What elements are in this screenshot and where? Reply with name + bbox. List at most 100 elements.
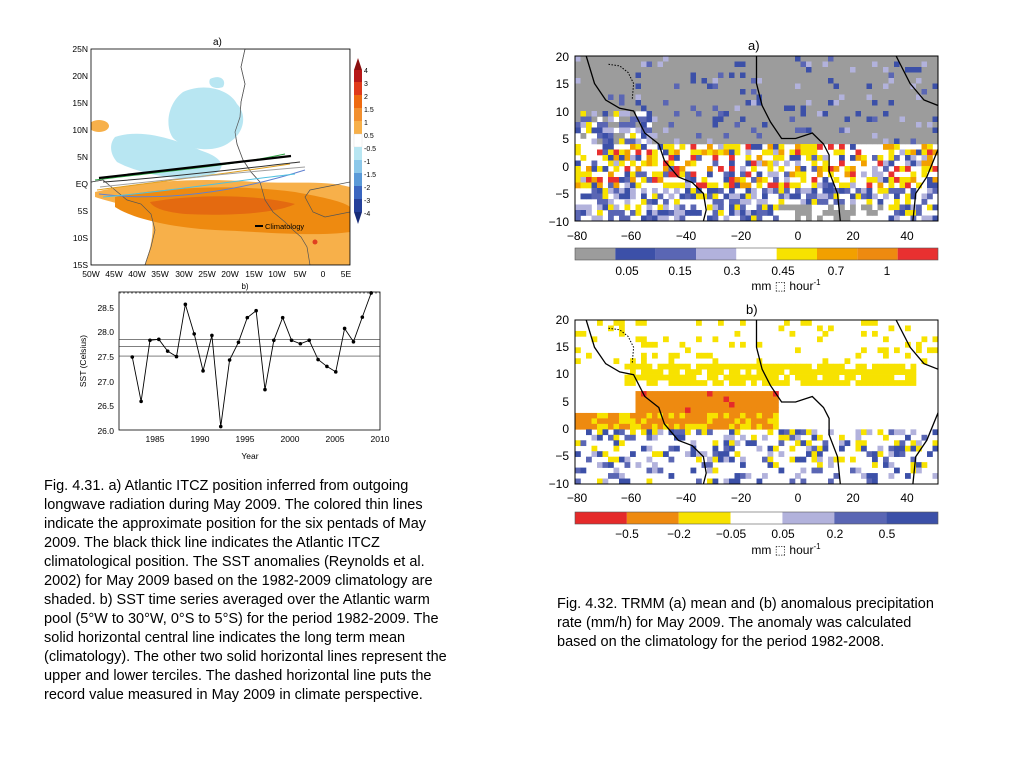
y-tick-labels: 20 15 10 5 0 −5 −10 <box>549 50 570 229</box>
coastline <box>585 320 707 484</box>
colorbar-label: −0.05 <box>716 527 747 541</box>
itcz-sst-map: a) <box>72 37 376 279</box>
sst-data-point <box>272 338 276 343</box>
colorbar-label: 0.15 <box>668 264 692 278</box>
y-tick-label: 26.5 <box>97 401 114 411</box>
sst-data-point <box>325 364 329 369</box>
sst-data-point <box>201 369 205 373</box>
colorbar-swatch <box>655 248 696 260</box>
lat-label: 20N <box>72 71 88 81</box>
sst-data-point <box>148 338 152 343</box>
y-tick-label: 10 <box>556 105 570 119</box>
y-tick-label: 28.5 <box>97 303 114 313</box>
lat-axis-labels: 25N 20N 15N 10N 5N EQ 5S 10S 15S <box>72 44 88 270</box>
trmm-anomaly-map: b) 20 15 10 5 0 −5 −10 −80 −60 −40 −20 0… <box>549 302 939 557</box>
colorbar-swatch <box>782 512 835 524</box>
colorbar-label: 1.5 <box>364 107 374 114</box>
sst-data-point <box>280 315 285 320</box>
sst-data-point <box>210 333 214 338</box>
panel-a-label: a) <box>748 38 760 53</box>
colorbar-tick-labels: 0.05 0.15 0.3 0.45 0.7 1 <box>615 264 890 278</box>
x-tick-label: −80 <box>567 491 588 505</box>
y-tick-label: −5 <box>555 449 569 463</box>
y-tick-label: −10 <box>549 477 570 491</box>
sst-data-point <box>316 357 320 362</box>
x-axis-label: Year <box>241 451 258 461</box>
sst-data-point <box>139 399 143 404</box>
y-tick-label: 15 <box>556 340 570 354</box>
colorbar-label: −0.2 <box>667 527 691 541</box>
sst-data-point <box>192 332 197 336</box>
x-tick-label: 20 <box>846 491 860 505</box>
sst-data-point <box>289 338 294 343</box>
coastline <box>755 320 841 484</box>
sst-data-point <box>360 315 365 319</box>
lon-label: 20W <box>221 269 238 279</box>
sst-data-point <box>174 354 179 359</box>
x-tick-labels: 1985 1990 1995 2000 2005 2010 <box>146 434 390 444</box>
x-tick-labels: −80 −60 −40 −20 0 20 40 <box>567 229 914 243</box>
y-tick-label: 5 <box>562 132 569 146</box>
x-tick-label: 0 <box>795 491 802 505</box>
colorbar-label: 0.45 <box>771 264 795 278</box>
x-tick-label: 1985 <box>146 434 165 444</box>
y-tick-label: 20 <box>556 50 570 64</box>
fig431-panel-b: b) 28.5 28.0 27.5 27.0 26.5 26.0 1985 19… <box>60 278 400 468</box>
colorbar-swatch <box>575 248 616 260</box>
sst-data-point <box>254 308 258 313</box>
colorbar-label: -2 <box>364 185 370 192</box>
y-tick-label: 15 <box>556 77 570 91</box>
sst-data-point <box>245 315 250 320</box>
x-tick-label: 2000 <box>281 434 300 444</box>
colorbar-label: 0.05 <box>615 264 639 278</box>
panel-a-label: a) <box>213 37 222 48</box>
lon-label: 15W <box>245 269 262 279</box>
fig432-panel-a: a) 20 15 10 5 0 −5 −10 −80 −60 −40 −20 0… <box>530 36 950 296</box>
colorbar-tick-labels: −0.5 −0.2 −0.05 0.05 0.2 0.5 <box>615 527 896 541</box>
y-tick-labels: 20 15 10 5 0 −5 −10 <box>549 313 570 491</box>
colorbar-swatch <box>897 248 938 260</box>
colorbar-swatch <box>736 248 777 260</box>
colorbar-swatch <box>730 512 783 524</box>
lon-label: 45W <box>105 269 122 279</box>
trmm-anomaly-colorbar <box>574 511 939 525</box>
lon-label: 35W <box>151 269 168 279</box>
x-tick-label: −60 <box>621 491 642 505</box>
trmm-anomaly-grid <box>575 320 938 484</box>
fig431-caption-text: Fig. 4.31. a) Atlantic ITCZ position inf… <box>44 478 447 703</box>
trmm-mean-grid <box>575 56 938 221</box>
sst-data-point <box>351 339 356 344</box>
y-axis-label: SST (Celsius) <box>78 335 88 387</box>
lat-label: 10S <box>73 233 88 243</box>
lat-label: EQ <box>76 179 89 189</box>
sst-time-series-chart: b) 28.5 28.0 27.5 27.0 26.5 26.0 1985 19… <box>78 282 390 461</box>
x-tick-label: −60 <box>621 229 642 243</box>
colorbar-label: 0.3 <box>724 264 741 278</box>
colorbar-label: 3 <box>364 81 368 88</box>
lon-label: 25W <box>198 269 215 279</box>
fig431-caption: Fig. 4.31. a) Atlantic ITCZ position inf… <box>44 477 449 705</box>
lon-label: 5E <box>341 269 352 279</box>
lon-label: 30W <box>175 269 192 279</box>
lon-label: 10W <box>268 269 285 279</box>
lon-label: 0 <box>321 269 326 279</box>
sst-data-point <box>218 424 223 429</box>
x-tick-label: −20 <box>731 491 752 505</box>
y-tick-label: 27.5 <box>97 352 114 362</box>
colorbar-label: -1 <box>364 159 370 166</box>
colorbar-swatch <box>626 512 679 524</box>
colorbar-tick-labels: 4 3 2 1.5 1 0.5 -0.5 -1 -1.5 -2 -3 -4 <box>364 68 376 218</box>
y-tick-labels: 28.5 28.0 27.5 27.0 26.5 26.0 <box>97 303 114 436</box>
x-tick-label: 1990 <box>191 434 210 444</box>
x-tick-label: 2010 <box>371 434 390 444</box>
colorbar-swatch <box>857 248 898 260</box>
fig431-panel-a: a) <box>55 32 385 282</box>
x-tick-label: 40 <box>900 491 914 505</box>
colorbar-swatch <box>817 248 858 260</box>
sst-data-point <box>333 370 338 374</box>
colorbar-label: 0.2 <box>827 527 844 541</box>
colorbar-swatch <box>886 512 938 524</box>
colorbar-swatch <box>575 512 627 524</box>
sst-data-point <box>157 337 161 342</box>
x-tick-label: −40 <box>676 491 697 505</box>
